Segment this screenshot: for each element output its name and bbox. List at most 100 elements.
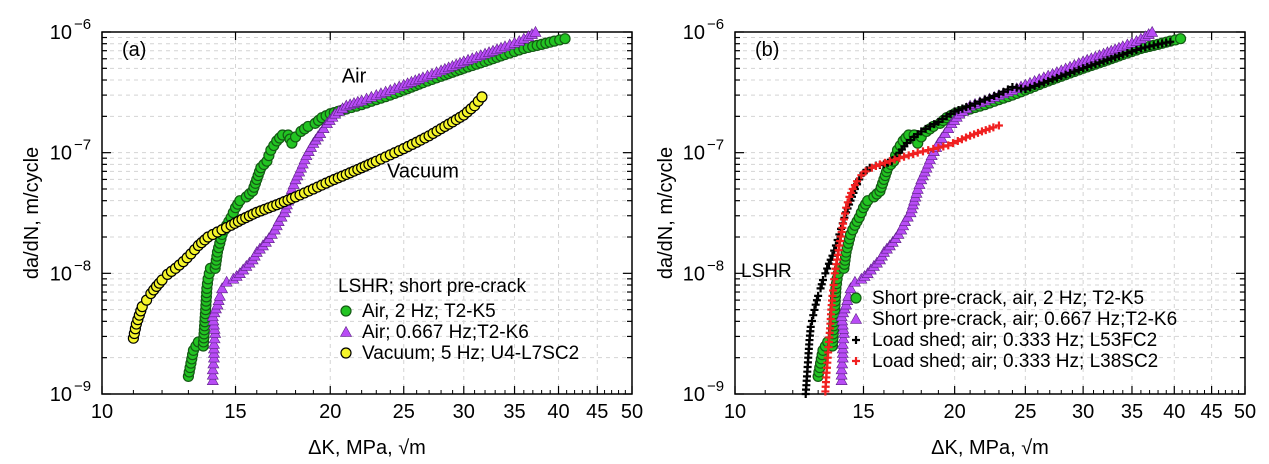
y-tick-exponent: −6 xyxy=(74,16,91,33)
data-point xyxy=(839,215,848,224)
data-point xyxy=(206,368,219,380)
data-point xyxy=(971,99,980,108)
y-tick-exponent: −6 xyxy=(707,16,724,33)
data-point xyxy=(1003,85,1012,94)
data-point xyxy=(966,131,975,140)
legend-marker xyxy=(852,336,860,344)
data-point xyxy=(807,317,816,326)
x-tick-label: 35 xyxy=(503,401,525,423)
data-point xyxy=(1048,75,1057,84)
x-tick-label: 50 xyxy=(621,401,643,423)
data-point xyxy=(824,259,833,268)
x-axis-title: ΔK, MPa, √m xyxy=(931,437,1049,459)
data-point xyxy=(806,322,815,331)
y-tick-exponent: −7 xyxy=(74,137,91,154)
data-point xyxy=(1052,73,1061,82)
x-axis-title: ΔK, MPa, √m xyxy=(308,437,426,459)
data-point xyxy=(836,357,849,369)
y-tick-label: 10 xyxy=(683,384,705,406)
x-tick-label: 30 xyxy=(453,401,475,423)
data-point xyxy=(890,155,899,164)
data-point xyxy=(1114,51,1123,60)
data-point xyxy=(900,152,909,161)
data-point xyxy=(1087,61,1096,70)
data-point xyxy=(207,357,220,369)
data-point xyxy=(909,150,918,159)
data-point xyxy=(950,107,959,116)
data-point xyxy=(1123,49,1132,58)
data-point xyxy=(871,162,880,171)
y-tick-label: 10 xyxy=(683,263,705,285)
data-point xyxy=(934,143,943,152)
data-point xyxy=(1103,56,1112,65)
data-point xyxy=(817,280,826,289)
data-point xyxy=(1146,25,1159,37)
series-3 xyxy=(821,121,1003,396)
data-point xyxy=(1030,82,1039,91)
legend-title: LSHR xyxy=(741,261,792,282)
data-point xyxy=(929,144,938,153)
legend-label: Air, 2 Hz; T2-K5 xyxy=(362,301,496,322)
x-tick-label: 40 xyxy=(1163,401,1185,423)
data-point xyxy=(934,117,943,126)
data-point xyxy=(867,163,876,172)
data-point xyxy=(970,130,979,139)
y-axis-title: da/dN, m/cycle xyxy=(21,147,43,279)
legend-label: Air; 0.667 Hz;T2-K6 xyxy=(362,322,529,343)
data-point xyxy=(985,93,994,102)
data-point xyxy=(206,363,219,375)
data-point xyxy=(930,120,939,129)
data-point xyxy=(949,139,958,148)
data-point xyxy=(1070,67,1079,76)
annotation-label: Vacuum xyxy=(387,161,459,183)
data-point xyxy=(994,121,1003,130)
data-point xyxy=(1166,37,1175,46)
data-point xyxy=(843,198,852,207)
data-point xyxy=(981,126,990,135)
data-point xyxy=(913,148,922,157)
data-point xyxy=(974,128,983,137)
legend-marker xyxy=(852,357,860,365)
y-tick-label: 10 xyxy=(50,384,72,406)
data-point xyxy=(904,151,913,160)
data-point xyxy=(953,136,962,145)
data-point xyxy=(823,264,832,273)
data-point xyxy=(957,135,966,144)
data-point xyxy=(924,146,933,155)
x-tick-label: 20 xyxy=(944,401,966,423)
series-2 xyxy=(127,91,488,344)
panel-label: (b) xyxy=(755,39,779,61)
x-tick-label: 15 xyxy=(852,401,874,423)
data-point xyxy=(977,127,986,136)
data-point xyxy=(213,289,226,301)
data-point xyxy=(814,291,823,300)
data-point xyxy=(835,363,848,375)
data-point xyxy=(895,154,904,163)
legend-label: Load shed; air; 0.333 Hz; L38SC2 xyxy=(872,351,1158,372)
annotation-label: Air xyxy=(342,66,367,88)
data-point xyxy=(962,103,971,112)
data-point xyxy=(990,92,999,101)
data-point xyxy=(1091,60,1100,69)
y-tick-label: 10 xyxy=(683,143,705,165)
data-point xyxy=(1095,58,1104,67)
data-point xyxy=(962,133,971,142)
data-point xyxy=(840,209,849,218)
data-point xyxy=(1132,46,1141,55)
x-tick-label: 45 xyxy=(1200,401,1222,423)
y-axis-title: da/dN, m/cycle xyxy=(655,147,677,279)
data-point xyxy=(975,97,984,106)
legend: LSHR; short pre-crack Air, 2 Hz; T2-K5Air… xyxy=(338,276,579,364)
y-tick-mantissa: 10 xyxy=(50,143,72,165)
data-point xyxy=(559,33,571,45)
data-point xyxy=(966,101,975,110)
data-point xyxy=(1107,54,1116,63)
x-tick-label: 15 xyxy=(224,401,246,423)
legend-label: Short pre-crack, air; 0.667 Hz;T2-K6 xyxy=(872,309,1177,330)
y-tick-mantissa: 10 xyxy=(50,22,72,44)
data-point xyxy=(206,374,219,385)
x-tick-label: 10 xyxy=(91,401,113,423)
x-tick-label: 50 xyxy=(1234,401,1256,423)
